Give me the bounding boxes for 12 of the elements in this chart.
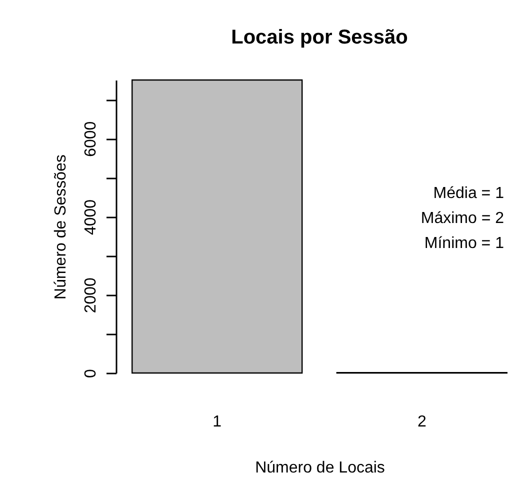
annotation: Mínimo = 1 [424,235,504,252]
y-tick-label: 6000 [82,121,100,157]
y-axis-title: Número de Sessões [52,154,70,300]
x-axis-title: Número de Locais [255,460,385,476]
y-tick-label: 2000 [82,277,100,314]
annotation: Média = 1 [433,185,504,202]
x-tick-label: 2 [417,414,426,430]
x-tick-label: 1 [212,414,222,430]
chart-title: Locais por Sessão [231,26,408,48]
y-tick-label: 0 [82,368,100,378]
annotation: Máximo = 2 [420,210,504,227]
y-tick-label: 4000 [82,199,100,236]
